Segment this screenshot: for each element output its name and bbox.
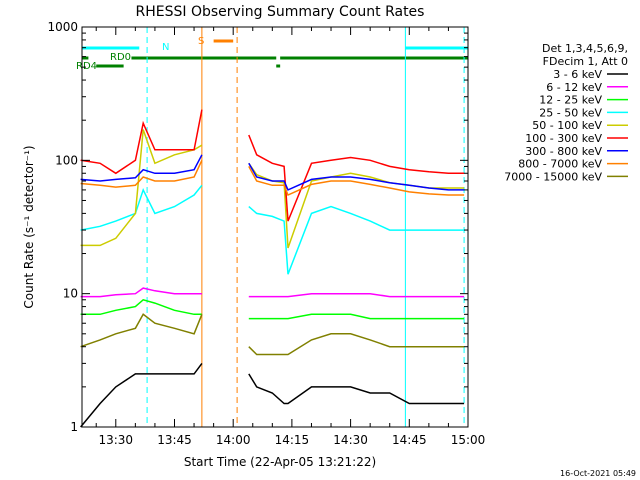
series-line xyxy=(80,298,465,320)
footer-date: 16-Oct-2021 05:49 xyxy=(560,469,636,478)
legend-entry-label: 25 - 50 keV xyxy=(539,106,602,119)
x-tick-label: 14:30 xyxy=(333,433,368,447)
legend-entry-label: 3 - 6 keV xyxy=(553,68,602,81)
series-line xyxy=(80,184,465,275)
y-tick-label: 100 xyxy=(55,153,78,167)
flag-label: RD0 xyxy=(110,52,131,63)
y-tick-label: 1000 xyxy=(47,20,78,34)
x-tick-label: 13:45 xyxy=(157,433,192,447)
x-tick-label: 14:00 xyxy=(216,433,251,447)
legend-entry-label: 300 - 800 keV xyxy=(525,145,602,158)
x-axis-label: Start Time (22-Apr-05 13:21:22) xyxy=(184,455,376,469)
y-tick-label: 10 xyxy=(63,287,78,301)
series-line xyxy=(80,287,465,298)
x-tick-label: 14:15 xyxy=(275,433,310,447)
legend-entry-label: 50 - 100 keV xyxy=(532,119,602,132)
flag-label: RD4 xyxy=(76,61,97,72)
legend-entry-label: 800 - 7000 keV xyxy=(518,158,602,171)
x-tick-label: 15:00 xyxy=(451,433,486,447)
series-line xyxy=(80,154,465,191)
legend-header: Det 1,3,4,5,6,9, xyxy=(542,42,628,55)
plot-area-frame xyxy=(81,26,469,428)
legend-entry-label: 12 - 25 keV xyxy=(539,94,602,107)
series-lines xyxy=(80,109,465,428)
series-line xyxy=(80,313,465,356)
series-line xyxy=(80,362,465,428)
series-line xyxy=(80,109,465,222)
legend-entry-label: 100 - 300 keV xyxy=(525,132,602,145)
x-tick-label: 14:45 xyxy=(392,433,427,447)
legend: Det 1,3,4,5,6,9,FDecim 1, Att 03 - 6 keV… xyxy=(504,42,628,183)
chart-title: RHESSI Observing Summary Count Rates xyxy=(136,4,425,20)
y-axis-label: Count Rate (s⁻¹ detector⁻¹) xyxy=(22,145,36,308)
x-tick-label: 13:30 xyxy=(98,433,133,447)
event-markers xyxy=(146,27,465,427)
series-line xyxy=(80,159,465,197)
flag-label: S xyxy=(198,36,204,47)
x-axis: 13:30 13:45 14:00 14:15 14:30 14:45 15:00 xyxy=(95,27,486,447)
legend-entry-label: 6 - 12 keV xyxy=(546,81,602,94)
observing-flags: N S RD0 RD4 xyxy=(76,36,468,72)
y-axis: 1 10 100 1000 xyxy=(47,20,468,434)
legend-entry-label: 7000 - 15000 keV xyxy=(504,170,602,183)
legend-header: FDecim 1, Att 0 xyxy=(543,55,628,68)
y-tick-label: 1 xyxy=(70,420,78,434)
flag-label: N xyxy=(162,42,169,53)
